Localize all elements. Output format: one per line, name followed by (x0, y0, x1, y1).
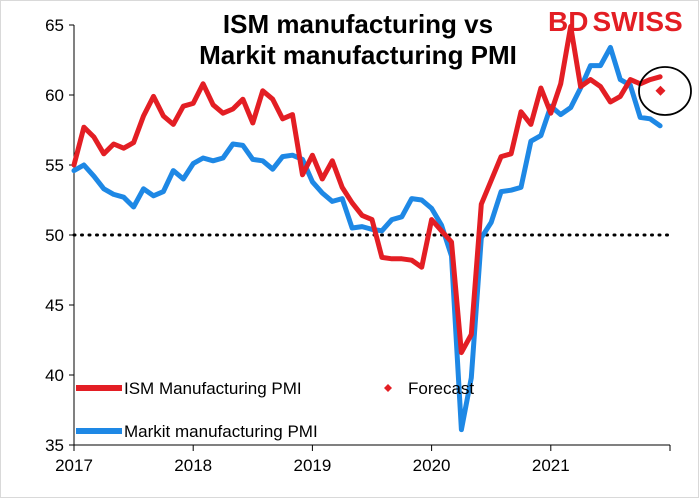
series-layer (71, 23, 666, 433)
brand-logo-part-1: BD (548, 6, 588, 37)
brand-logo-part-2: SWISS (592, 6, 682, 37)
annotation-layer (638, 66, 692, 116)
chart-title-line-1: ISM manufacturing vs (223, 9, 493, 39)
legend: ISM Manufacturing PMI Forecast Markit ma… (76, 379, 474, 441)
x-tick-label: 2020 (413, 456, 451, 475)
legend-label-forecast: Forecast (408, 379, 474, 398)
x-tick-label: 2021 (532, 456, 570, 475)
x-tick-label: 2018 (174, 456, 212, 475)
x-tick-label: 2019 (293, 456, 331, 475)
y-tick-label: 60 (45, 86, 64, 105)
brand-logo: BD SWISS (548, 6, 683, 37)
forecast-highlight-circle (638, 66, 692, 116)
y-tick-label: 50 (45, 226, 64, 245)
legend-swatch-forecast (384, 384, 392, 392)
y-tick-label: 55 (45, 156, 64, 175)
x-tick-label: 2017 (55, 456, 93, 475)
ism-series-line (71, 23, 663, 356)
y-tick-label: 40 (45, 366, 64, 385)
forecast-point (655, 85, 666, 96)
chart-title-line-2: Markit manufacturing PMI (199, 40, 517, 70)
legend-label-ism: ISM Manufacturing PMI (124, 379, 302, 398)
y-tick-label: 35 (45, 436, 64, 455)
y-tick-label: 45 (45, 296, 64, 315)
markit-series-line (71, 44, 663, 433)
y-tick-label: 65 (45, 16, 64, 35)
axes: 35 40 45 50 55 60 65 2017 2018 2019 2020 2021 (45, 16, 671, 475)
legend-label-markit: Markit manufacturing PMI (124, 422, 318, 441)
